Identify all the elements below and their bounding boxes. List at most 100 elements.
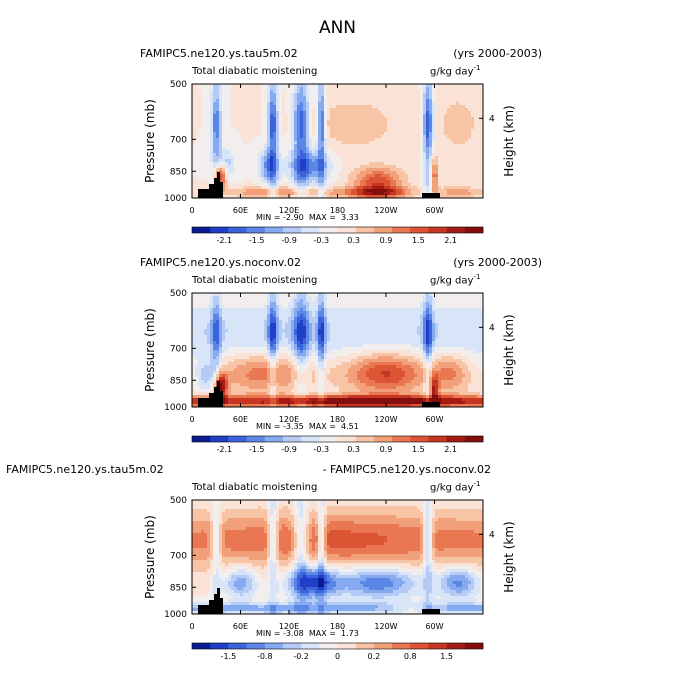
heat-cell [270, 117, 274, 121]
heat-cell [192, 162, 196, 166]
heat-cell [417, 117, 421, 121]
heat-cell [369, 108, 373, 112]
heat-cell [282, 114, 286, 118]
heat-cell [234, 126, 238, 130]
heat-cell [198, 84, 202, 88]
heat-cell [408, 126, 412, 130]
heat-cell [357, 317, 361, 321]
heat-cell [285, 317, 289, 321]
heat-cell [447, 114, 451, 118]
heat-cell [261, 93, 265, 97]
heat-cell [321, 120, 325, 124]
heat-cell [303, 159, 307, 163]
heat-cell [384, 171, 388, 175]
heat-cell [393, 195, 397, 198]
heat-cell [234, 102, 238, 106]
heat-cell [378, 317, 382, 321]
heat-cell [201, 96, 205, 100]
heat-cell [309, 144, 313, 148]
heat-cell [225, 147, 229, 151]
heat-cell [444, 174, 448, 178]
heat-cell [312, 192, 316, 196]
panel-3-years: - FAMIPC5.ne120.ys.noconv.02 [322, 463, 491, 476]
heat-cell [273, 144, 277, 148]
heat-cell [456, 320, 460, 324]
heat-cell [279, 183, 283, 187]
heat-cell [324, 126, 328, 130]
heat-cell [378, 90, 382, 94]
heat-cell [225, 162, 229, 166]
heat-cell [420, 180, 424, 184]
heat-cell [336, 108, 340, 112]
heat-cell [249, 84, 253, 88]
heat-cell [207, 299, 211, 303]
heat-cell [366, 111, 370, 115]
heat-cell [303, 108, 307, 112]
heat-cell [426, 138, 430, 142]
heat-cell [192, 156, 196, 160]
heat-cell [246, 102, 250, 106]
heat-cell [210, 326, 214, 330]
heat-cell [426, 183, 430, 187]
heat-cell [444, 105, 448, 109]
heat-cell [321, 180, 325, 184]
heat-cell [444, 129, 448, 133]
heat-cell [255, 174, 259, 178]
heat-cell [222, 117, 226, 121]
heat-cell [444, 192, 448, 196]
heat-cell [444, 189, 448, 193]
heat-cell [282, 183, 286, 187]
heat-cell [450, 138, 454, 142]
heat-cell [213, 171, 217, 175]
heat-cell [291, 135, 295, 139]
heat-cell [477, 323, 481, 327]
heat-cell [411, 132, 415, 136]
heat-cell [237, 147, 241, 151]
heat-cell [450, 296, 454, 300]
heat-cell [279, 317, 283, 321]
heat-cell [339, 320, 343, 324]
heat-cell [471, 192, 475, 196]
heat-cell [357, 102, 361, 106]
heat-cell [378, 132, 382, 136]
heat-cell [348, 102, 352, 106]
heat-cell [249, 177, 253, 181]
heat-cell [360, 96, 364, 100]
heat-cell [414, 153, 418, 157]
heat-cell [261, 174, 265, 178]
heat-cell [198, 326, 202, 330]
heat-cell [378, 314, 382, 318]
heat-cell [465, 192, 469, 196]
heat-cell [333, 189, 337, 193]
heat-cell [459, 99, 463, 103]
heat-cell [288, 132, 292, 136]
heat-cell [324, 177, 328, 181]
heat-cell [204, 114, 208, 118]
heat-cell [366, 165, 370, 169]
heat-cell [204, 132, 208, 136]
heat-cell [258, 192, 262, 196]
heat-cell [396, 308, 400, 312]
heat-cell [480, 114, 483, 118]
heat-cell [303, 138, 307, 142]
heat-cell [459, 168, 463, 172]
heat-cell [276, 293, 280, 297]
heat-cell [375, 320, 379, 324]
heat-cell [366, 302, 370, 306]
heat-cell [384, 105, 388, 109]
heat-cell [342, 314, 346, 318]
heat-cell [387, 320, 391, 324]
heat-cell [342, 126, 346, 130]
heat-cell [399, 323, 403, 327]
heat-cell [435, 162, 439, 166]
heat-cell [255, 150, 259, 154]
heat-cell [438, 126, 442, 130]
heat-cell [450, 308, 454, 312]
heat-cell [234, 141, 238, 145]
heat-cell [348, 99, 352, 103]
heat-cell [273, 129, 277, 133]
heat-cell [309, 147, 313, 151]
heat-cell [216, 93, 220, 97]
heat-cell [438, 317, 442, 321]
heat-cell [267, 120, 271, 124]
